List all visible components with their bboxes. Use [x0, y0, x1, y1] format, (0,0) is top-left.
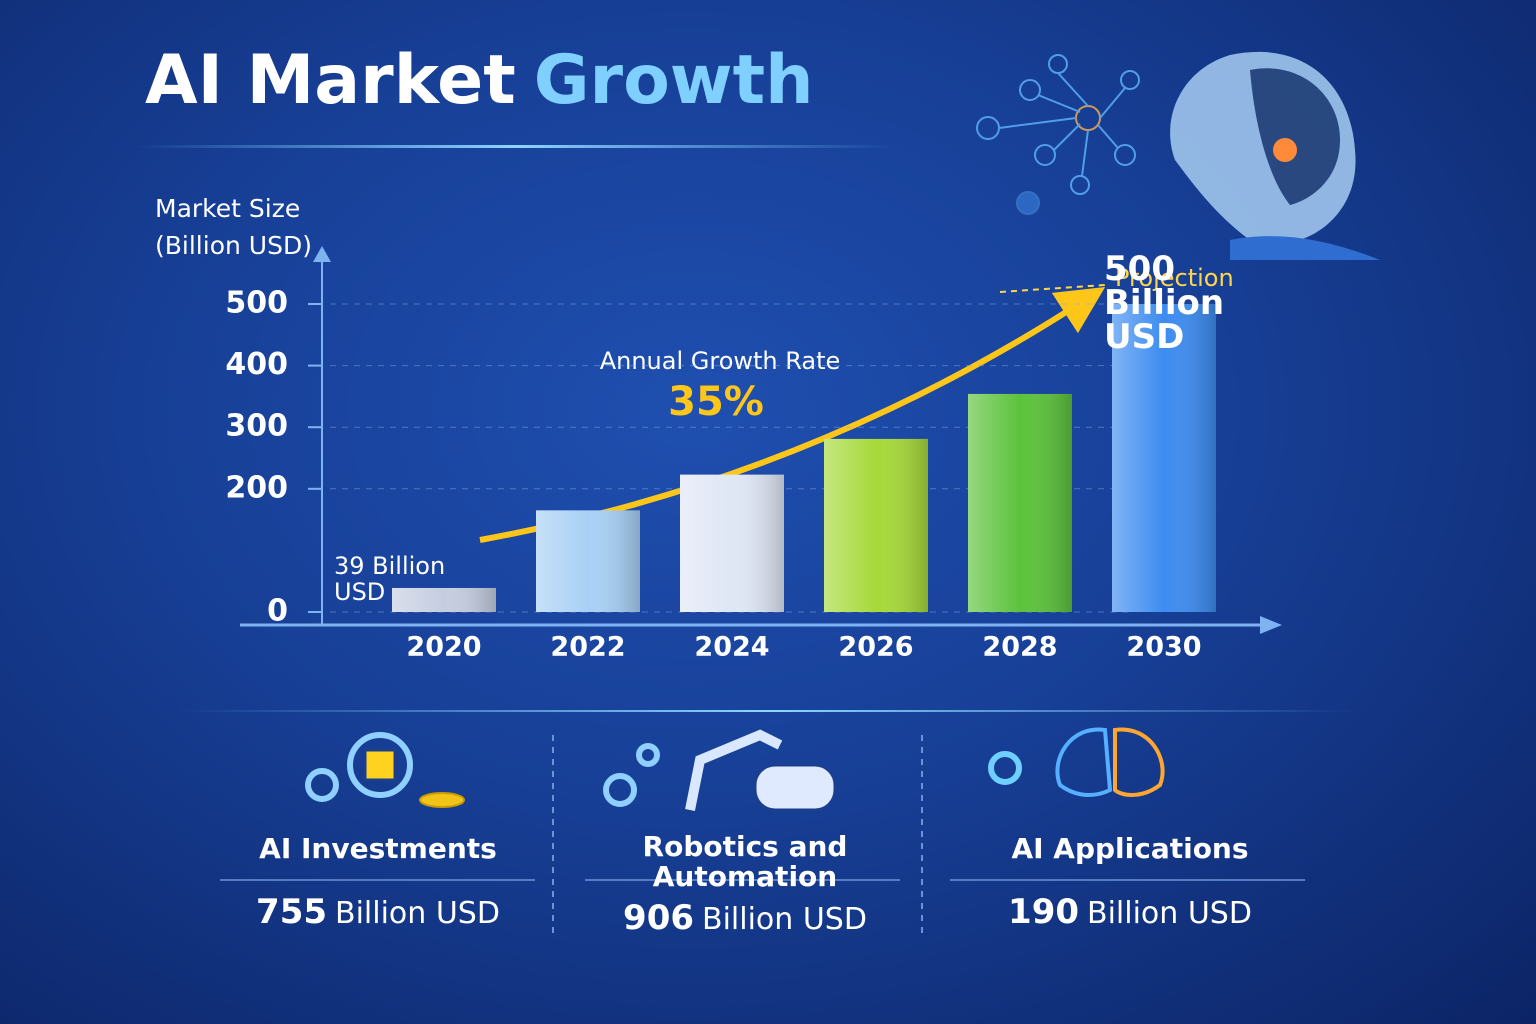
card-number: 906	[623, 898, 695, 938]
card-unit: Billion USD	[702, 902, 867, 937]
card-number: 190	[1008, 892, 1080, 932]
projection-line	[999, 284, 1106, 293]
card-value: 190 Billion USD	[950, 892, 1310, 932]
title-rule	[135, 145, 895, 148]
x-axis-arrow	[1260, 616, 1282, 634]
y-tick-label: 0	[267, 594, 288, 629]
card-value: 755 Billion USD	[198, 892, 558, 932]
card-icons	[305, 727, 1165, 812]
value-label: 39 Billion USD	[334, 551, 446, 606]
title-highlight: Growth	[534, 41, 814, 120]
y-tick-label: 500	[225, 286, 288, 321]
card-value: 906 Billion USD	[565, 898, 925, 938]
y-axis-label: (Billion USD)	[155, 231, 312, 260]
card-title: AI Applications	[1011, 832, 1249, 865]
x-tick-label: 2028	[982, 632, 1057, 663]
card-number: 755	[256, 892, 328, 932]
x-tick-label: 2024	[694, 632, 769, 663]
card-title: AI Investments	[259, 832, 497, 865]
card-title: Robotics and Automation	[642, 830, 848, 893]
projection-label: Projection	[1115, 264, 1234, 292]
bar-shine	[536, 510, 640, 612]
y-tick-label: 300	[225, 409, 288, 444]
title-part: AI Market	[145, 41, 516, 120]
growth-rate: 35%	[668, 379, 764, 425]
robot-decoration	[1170, 51, 1380, 260]
x-tick-label: 2026	[838, 632, 913, 663]
bar-shine	[968, 393, 1072, 612]
section-rule	[180, 710, 1360, 712]
x-tick-label: 2022	[550, 632, 625, 663]
x-tick-label: 2020	[406, 632, 481, 663]
y-tick-label: 400	[225, 347, 288, 382]
y-axis-arrow	[313, 246, 331, 262]
bar-shine	[680, 474, 784, 612]
growth-label: Annual Growth Rate	[600, 347, 841, 375]
value-label: 500 Billion USD	[1104, 249, 1225, 357]
chart-title: AI Market Growth	[145, 41, 814, 120]
bar-shine	[392, 587, 496, 612]
bar-shine	[824, 438, 928, 612]
y-tick-label: 200	[225, 470, 288, 505]
card-unit: Billion USD	[335, 896, 500, 931]
card-unit: Billion USD	[1087, 896, 1252, 931]
bar-shine	[1112, 304, 1216, 612]
x-tick-label: 2030	[1126, 632, 1201, 663]
y-axis-label: Market Size	[155, 194, 300, 223]
network-decoration	[976, 54, 1140, 215]
